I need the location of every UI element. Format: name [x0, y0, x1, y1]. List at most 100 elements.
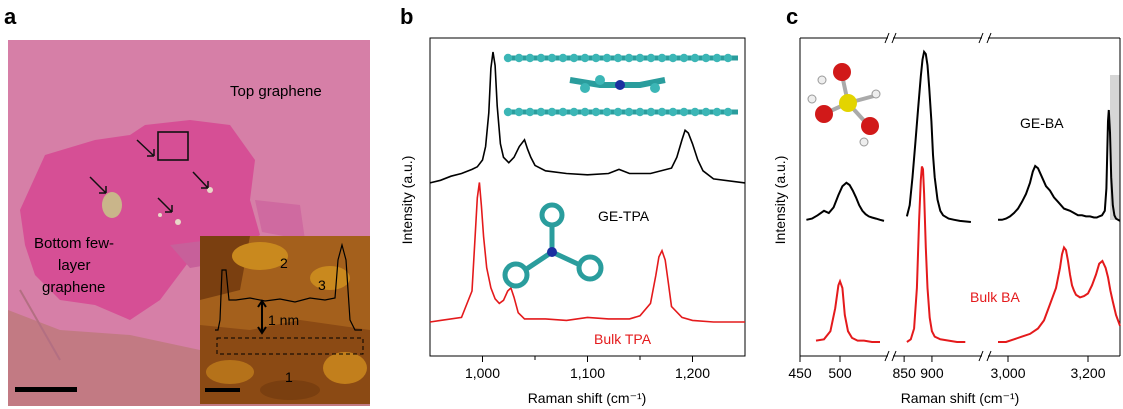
carbon-atom	[591, 53, 601, 63]
carbon-atom	[525, 53, 535, 63]
carbon-atom	[536, 53, 546, 63]
tpa-molecule	[502, 202, 604, 289]
inset-step-label: 1 nm	[268, 312, 299, 328]
carbon-atom	[591, 107, 601, 117]
series-label-bulk-tpa: Bulk TPA	[594, 331, 652, 347]
series-line-bulk-tpa	[429, 182, 745, 323]
axis-break-mark	[891, 32, 897, 44]
carbon-atom	[657, 53, 667, 63]
x-tick-label: 1,000	[465, 365, 500, 381]
panel-a-micrograph: Top graphene Bottom few- layer graphene …	[8, 40, 370, 406]
carbon-atom	[712, 107, 722, 117]
carbon-atom	[613, 107, 623, 117]
inset-label-2: 2	[280, 255, 288, 271]
label-bottom-line3: graphene	[42, 279, 105, 296]
axis-break-mark	[986, 350, 992, 362]
arrow-icon	[157, 197, 173, 213]
carbon-atom	[668, 107, 678, 117]
series-line-bulk-ba	[998, 245, 1121, 343]
ylabel-c: Intensity (a.u.)	[772, 156, 788, 245]
carbon-atom	[646, 107, 656, 117]
afm-inset	[200, 236, 370, 404]
series-line-ge-ba	[806, 181, 885, 222]
panel-c-label: c	[786, 4, 799, 29]
carbon-atom	[503, 53, 513, 63]
carbon-atom	[657, 107, 667, 117]
carbon-atom	[569, 53, 579, 63]
series-line-bulk-ba	[815, 278, 880, 343]
carbon-atom	[547, 107, 557, 117]
series-label-ge-ba: GE-BA	[1020, 115, 1064, 131]
inset-label-3: 3	[318, 277, 326, 293]
xlabel-c: Raman shift (cm⁻¹)	[901, 390, 1020, 406]
step-arrow-icon	[257, 299, 267, 335]
carbon-atom	[514, 53, 524, 63]
arrow-icon	[192, 171, 209, 189]
carbon-atom	[569, 107, 579, 117]
series-line-bulk-ba	[906, 166, 966, 343]
series-line-ge-ba	[905, 49, 971, 223]
carbon-atom	[723, 107, 733, 117]
ba-molecule	[807, 63, 881, 147]
axis-break-mark	[884, 32, 890, 44]
arrow-icon	[136, 139, 155, 157]
carbon-atom	[690, 107, 700, 117]
label-bottom-line1: Bottom few-	[34, 235, 114, 252]
carbon-atom	[624, 53, 634, 63]
carbon-atom	[701, 107, 711, 117]
carbon-atom	[602, 53, 612, 63]
carbon-atom	[668, 53, 678, 63]
carbon-atom	[580, 53, 590, 63]
carbon-atom	[503, 107, 513, 117]
carbon-atom	[679, 107, 689, 117]
carbon-atom	[558, 53, 568, 63]
carbon-atom	[723, 53, 733, 63]
plot-frame-c	[799, 32, 1121, 362]
carbon-atom	[536, 107, 546, 117]
series-label-ge-tpa: GE-TPA	[598, 208, 650, 224]
x-tick-label: 450	[788, 365, 812, 381]
bubble	[102, 192, 122, 218]
xlabel-b: Raman shift (cm⁻¹)	[528, 390, 647, 406]
graphene-intercalation-schematic	[503, 53, 738, 117]
highlight-band	[1110, 75, 1120, 220]
carbon-atom	[580, 107, 590, 117]
x-tick-label: 900	[920, 365, 944, 381]
axis-break-mark	[986, 32, 992, 44]
scale-bar	[15, 387, 77, 392]
zoom-box	[157, 131, 189, 161]
carbon-atom	[712, 53, 722, 63]
carbon-atom	[646, 53, 656, 63]
x-tick-label: 850	[892, 365, 916, 381]
panel-b-label: b	[400, 4, 414, 29]
series-line-ge-tpa	[429, 51, 746, 184]
ylabel-b: Intensity (a.u.)	[399, 156, 415, 245]
profile-box	[216, 337, 364, 355]
bottom-graphene-region	[20, 120, 260, 320]
carbon-atom	[525, 107, 535, 117]
x-tick-label: 3,000	[990, 365, 1025, 381]
arrow-markers	[89, 139, 209, 213]
series-label-bulk-ba: Bulk BA	[970, 289, 1020, 305]
carbon-atom	[514, 107, 524, 117]
x-tick-label: 500	[828, 365, 852, 381]
carbon-atom	[635, 107, 645, 117]
label-bottom-line2: layer	[58, 257, 91, 274]
series-line-ge-ba	[998, 109, 1121, 222]
carbon-atom	[635, 53, 645, 63]
carbon-atom	[558, 107, 568, 117]
carbon-atom	[679, 53, 689, 63]
carbon-atom	[624, 107, 634, 117]
carbon-atom	[613, 53, 623, 63]
panel-a-label: a	[4, 4, 17, 29]
carbon-atom	[701, 53, 711, 63]
height-profile	[215, 242, 362, 331]
arrow-icon	[89, 176, 107, 194]
inset-label-1: 1	[285, 369, 293, 385]
axis-break-mark	[978, 350, 984, 362]
carbon-atom	[690, 53, 700, 63]
carbon-atom	[602, 107, 612, 117]
axis-break-mark	[978, 32, 984, 44]
x-tick-label: 3,200	[1070, 365, 1105, 381]
